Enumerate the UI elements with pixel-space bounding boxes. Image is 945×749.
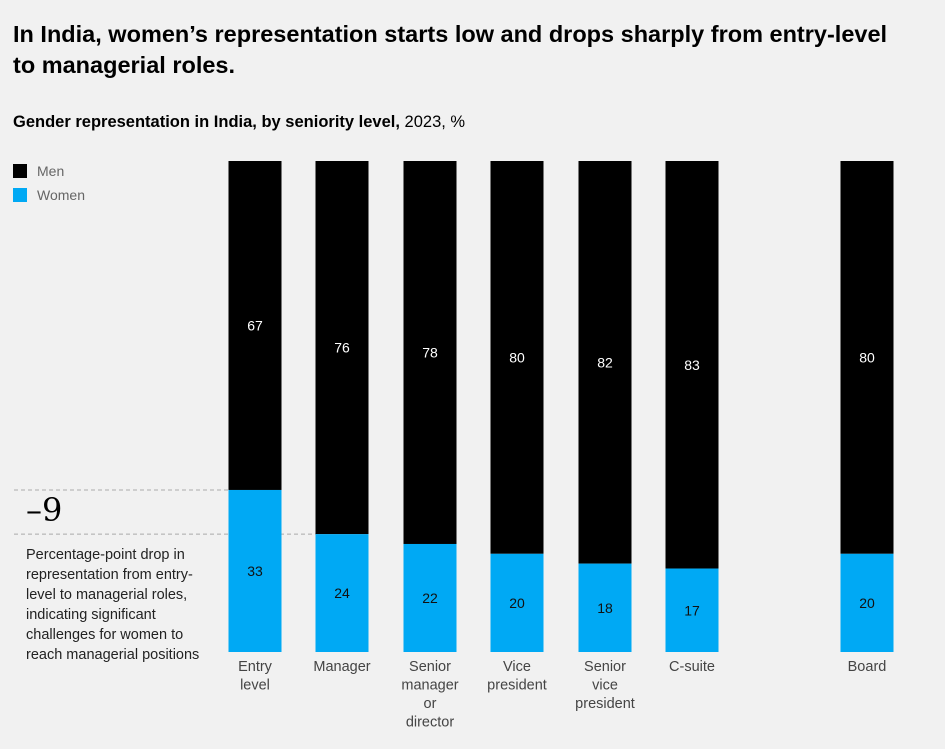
drop-description: Percentage-point drop in representation … [26, 547, 200, 663]
tick-label-vice-president-2: president [487, 678, 547, 694]
bar-men-senior-manager-or-director [403, 161, 457, 544]
label-men-vice-president: 80 [509, 349, 525, 365]
label-men-board: 80 [859, 349, 875, 365]
bar-men-board [840, 161, 894, 554]
label-women-c-suite: 17 [684, 602, 700, 618]
subtitle-main: Gender representation in India, by senio… [13, 113, 400, 131]
bar-men-c-suite [665, 161, 719, 569]
label-women-manager: 24 [334, 585, 350, 601]
label-women-senior-manager-or-director: 22 [422, 590, 438, 606]
legend-item-men: Men [13, 159, 85, 183]
bar-men-manager [315, 161, 369, 535]
tick-label-c-suite-1: C-suite [669, 659, 715, 675]
tick-label-entry-level-2: level [240, 678, 270, 694]
tick-label-senior-vice-president-3: president [575, 696, 635, 712]
legend-item-women: Women [13, 183, 85, 207]
label-women-board: 20 [859, 595, 875, 611]
tick-label-manager-1: Manager [313, 659, 370, 675]
legend-label-women: Women [37, 187, 85, 203]
label-men-entry-level: 67 [247, 317, 263, 333]
bar-men-entry-level [228, 161, 282, 490]
bar-women-board [840, 553, 894, 652]
tick-label-senior-manager-or-director-4: director [406, 715, 455, 731]
label-women-senior-vice-president: 18 [597, 600, 613, 616]
legend-swatch-men [13, 164, 27, 178]
tick-label-vice-president-1: Vice [503, 659, 531, 675]
subtitle-year-unit: 2023, % [399, 113, 466, 131]
tick-label-board-1: Board [848, 659, 887, 675]
label-women-vice-president: 20 [509, 595, 525, 611]
legend: Men Women [13, 159, 85, 207]
tick-label-senior-manager-or-director-2: manager [401, 678, 458, 694]
tick-label-entry-level-1: Entry [238, 659, 273, 675]
label-men-manager: 76 [334, 340, 350, 356]
bar-women-entry-level [228, 489, 282, 652]
bar-women-senior-manager-or-director [403, 543, 457, 652]
chart-subtitle: Gender representation in India, by senio… [13, 113, 465, 132]
bar-women-manager [315, 534, 369, 652]
bar-women-vice-president [490, 553, 544, 652]
tick-label-senior-vice-president-2: vice [592, 678, 618, 694]
tick-label-senior-manager-or-director-3: or [424, 696, 437, 712]
bar-men-senior-vice-president [578, 161, 632, 564]
label-men-c-suite: 83 [684, 357, 700, 373]
legend-swatch-women [13, 188, 27, 202]
tick-label-senior-manager-or-director-1: Senior [409, 659, 451, 675]
bar-men-vice-president [490, 161, 544, 554]
drop-value: –9 [26, 491, 63, 529]
tick-label-senior-vice-president-1: Senior [584, 659, 626, 675]
label-women-entry-level: 33 [247, 563, 263, 579]
label-men-senior-manager-or-director: 78 [422, 344, 438, 360]
chart-title: In India, women’s representation starts … [13, 21, 888, 78]
bar-women-c-suite [665, 568, 719, 652]
bar-women-senior-vice-president [578, 563, 632, 652]
label-men-senior-vice-president: 82 [597, 354, 613, 370]
legend-label-men: Men [37, 163, 65, 179]
